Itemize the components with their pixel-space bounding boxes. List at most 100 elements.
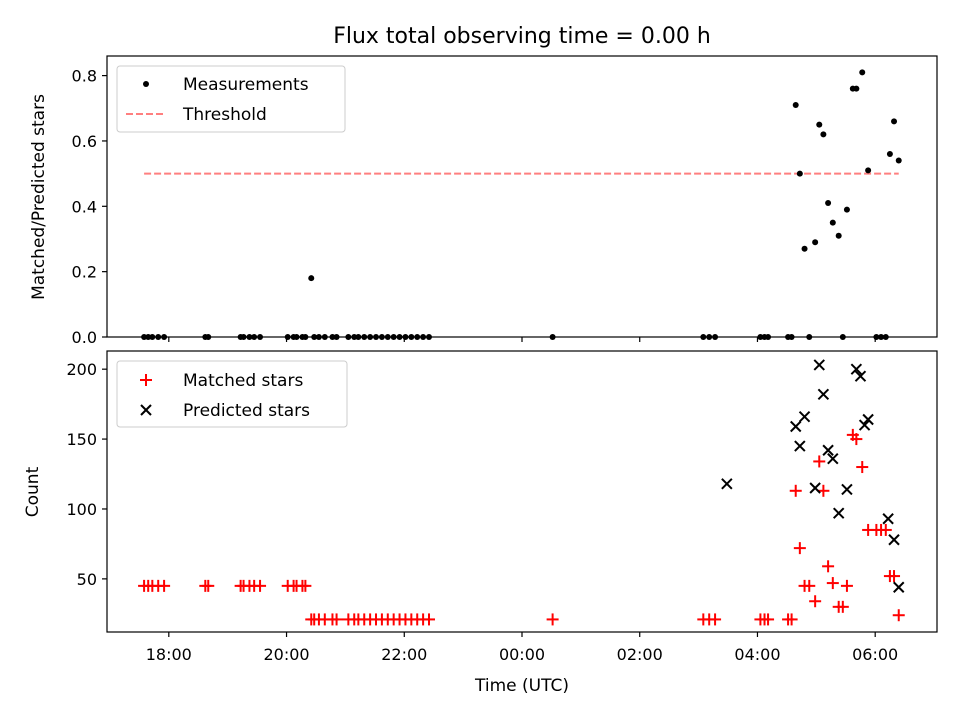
matched-star-point xyxy=(850,433,863,446)
matched-star-point xyxy=(879,523,892,536)
measurement-point xyxy=(820,131,827,138)
matched-star-point xyxy=(789,484,802,497)
measurement-point xyxy=(796,170,803,177)
matched-star-point xyxy=(817,484,830,497)
matched-star-point xyxy=(809,595,822,608)
matched-star-point xyxy=(158,579,171,592)
measurement-point xyxy=(859,69,866,76)
measurement-point xyxy=(816,121,823,128)
bottom-y-axis-label: Count xyxy=(23,466,43,517)
x-tick-label: 04:00 xyxy=(734,645,780,664)
top-plot: 0.00.20.40.60.8 Matched/Predicted stars … xyxy=(29,55,938,347)
top-y-tick-label: 0.0 xyxy=(72,328,97,347)
predicted-star-point xyxy=(832,507,845,519)
matched-star-point xyxy=(546,613,559,626)
legend-threshold-label: Threshold xyxy=(182,105,267,125)
top-plot-frame xyxy=(106,55,938,338)
measurement-point xyxy=(895,157,902,164)
bottom-legend: Matched stars Predicted stars xyxy=(116,360,348,428)
matched-star-point xyxy=(822,560,835,573)
matched-star-point xyxy=(836,600,849,613)
predicted-star-point xyxy=(858,419,871,431)
chart-title: Flux total observing time = 0.00 h xyxy=(333,24,711,49)
x-axis-label: Time (UTC) xyxy=(474,676,569,696)
measurement-point xyxy=(891,118,898,125)
predicted-star-point xyxy=(798,410,811,423)
matched-star-point xyxy=(709,613,722,626)
matched-star-point xyxy=(202,579,215,592)
top-y-axis-label: Matched/Predicted stars xyxy=(29,94,49,300)
top-y-tick-label: 0.6 xyxy=(72,132,97,151)
measurement-point xyxy=(853,85,860,92)
x-tick-label: 18:00 xyxy=(146,645,192,664)
measurement-point xyxy=(801,245,808,252)
bottom-y-tick-label: 200 xyxy=(66,360,97,379)
matched-star-point xyxy=(856,461,869,474)
measurement-point xyxy=(843,206,850,213)
bottom-y-tick-label: 100 xyxy=(66,500,97,519)
matched-star-point xyxy=(330,613,343,626)
legend-measurements-marker xyxy=(143,81,149,87)
matched-star-point xyxy=(803,579,816,592)
predicted-star-point xyxy=(862,413,874,426)
predicted-star-point xyxy=(794,440,806,452)
predicted-star-point xyxy=(790,420,802,433)
top-legend: Measurements Threshold xyxy=(116,65,346,133)
predicted-star-point xyxy=(827,452,839,465)
predicted-star-point xyxy=(854,370,867,382)
top-x-axis-ticks xyxy=(168,337,876,342)
bottom-data-points xyxy=(138,359,905,626)
matched-star-point xyxy=(254,579,267,592)
matched-star-point xyxy=(826,577,839,590)
matched-star-point xyxy=(888,570,901,583)
x-tick-label: 06:00 xyxy=(852,645,898,664)
bottom-y-tick-label: 150 xyxy=(66,430,97,449)
bottom-plot: 50 100 150 200 18:00 20:00 22:00 00:00 02:00 04:… xyxy=(23,350,938,696)
measurement-point xyxy=(835,232,842,239)
predicted-star-point xyxy=(888,534,900,546)
predicted-star-point xyxy=(841,483,853,496)
predicted-star-point xyxy=(850,363,863,375)
matched-star-point xyxy=(299,579,312,592)
measurement-point xyxy=(829,219,836,226)
predicted-star-point xyxy=(721,478,733,490)
legend-predicted-label: Predicted stars xyxy=(183,401,310,421)
top-y-axis-ticks: 0.0 0.2 0.4 0.6 0.8 xyxy=(72,67,107,347)
bottom-plot-frame xyxy=(106,350,938,633)
matched-star-point xyxy=(892,609,905,622)
measurement-point xyxy=(812,239,819,246)
predicted-star-point xyxy=(893,581,905,593)
matched-star-point xyxy=(785,613,798,626)
top-legend-box xyxy=(116,65,346,133)
predicted-star-point xyxy=(813,359,825,371)
measurement-point xyxy=(825,200,832,207)
x-tick-label: 20:00 xyxy=(263,645,309,664)
matched-star-point xyxy=(762,613,775,626)
bottom-x-axis-ticks: 18:00 20:00 22:00 00:00 02:00 04:00 06:00 xyxy=(146,632,898,664)
x-tick-label: 00:00 xyxy=(499,645,545,664)
matched-star-point xyxy=(793,542,806,555)
legend-matched-label: Matched stars xyxy=(183,371,303,391)
x-tick-label: 22:00 xyxy=(381,645,427,664)
x-tick-label: 02:00 xyxy=(617,645,663,664)
predicted-star-point xyxy=(817,388,830,401)
matched-star-point xyxy=(422,613,435,626)
legend-measurements-label: Measurements xyxy=(183,75,309,95)
measurement-point xyxy=(792,102,799,109)
predicted-star-point xyxy=(822,444,834,456)
bottom-y-tick-label: 50 xyxy=(77,570,97,589)
matched-star-point xyxy=(840,579,853,592)
predicted-star-point xyxy=(882,513,894,525)
legend-predicted-marker xyxy=(140,404,152,416)
top-y-tick-label: 0.2 xyxy=(72,263,97,282)
bottom-y-axis-ticks: 50 100 150 200 xyxy=(66,360,107,589)
legend-matched-marker xyxy=(140,374,152,386)
bottom-legend-box xyxy=(116,360,348,428)
top-y-tick-label: 0.8 xyxy=(72,67,97,86)
measurement-point xyxy=(886,151,893,158)
predicted-star-point xyxy=(809,482,821,494)
top-y-tick-label: 0.4 xyxy=(72,197,97,216)
measurement-point xyxy=(308,275,315,282)
matched-star-point xyxy=(813,455,826,468)
